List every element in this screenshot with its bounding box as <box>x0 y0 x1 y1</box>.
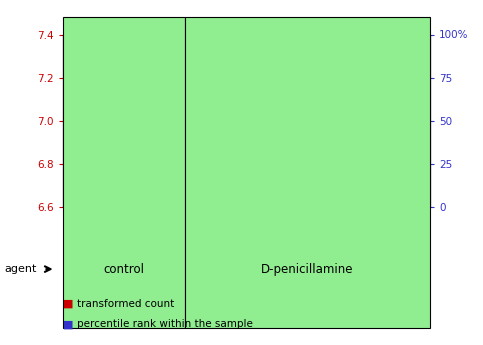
Bar <box>133 134 145 207</box>
Text: GSM61818: GSM61818 <box>410 209 419 258</box>
Bar <box>93 207 124 252</box>
Bar <box>124 207 155 252</box>
Bar <box>93 34 124 207</box>
Bar <box>399 207 430 252</box>
Bar <box>308 34 338 207</box>
Bar <box>347 119 359 207</box>
Bar <box>317 127 329 207</box>
Text: GSM61817: GSM61817 <box>380 209 388 258</box>
Bar <box>164 157 176 207</box>
Text: control: control <box>103 263 144 276</box>
Bar <box>63 207 93 252</box>
Bar <box>338 34 369 207</box>
Text: GSM61812: GSM61812 <box>227 209 236 258</box>
Bar <box>216 34 246 207</box>
Bar <box>286 97 298 207</box>
Bar <box>399 34 430 207</box>
Bar <box>277 207 308 252</box>
Text: GSM61813: GSM61813 <box>257 209 266 258</box>
Bar <box>216 207 246 252</box>
Bar <box>369 207 399 252</box>
Text: GSM61808: GSM61808 <box>104 209 113 258</box>
Bar <box>63 34 93 207</box>
Bar <box>369 34 399 207</box>
Text: GSM61816: GSM61816 <box>349 209 358 258</box>
Bar <box>155 207 185 252</box>
Text: ■: ■ <box>63 319 73 329</box>
Text: agent: agent <box>5 264 37 274</box>
Text: GSM61811: GSM61811 <box>196 209 205 258</box>
Bar <box>308 207 338 252</box>
Bar <box>246 207 277 252</box>
Bar <box>256 73 268 207</box>
Bar <box>194 121 207 207</box>
Bar <box>378 131 390 207</box>
Text: GSM61814: GSM61814 <box>288 209 297 258</box>
Bar <box>185 207 216 252</box>
Bar <box>409 80 421 207</box>
Bar <box>72 127 84 207</box>
Bar <box>338 207 369 252</box>
Text: D-penicillamine: D-penicillamine <box>261 263 354 276</box>
Text: ■: ■ <box>63 299 73 308</box>
Bar <box>246 34 277 207</box>
Bar <box>185 34 216 207</box>
Bar <box>155 34 185 207</box>
Bar <box>102 172 115 207</box>
Bar <box>225 95 237 207</box>
Text: transformed count: transformed count <box>77 299 174 308</box>
Bar <box>124 34 155 207</box>
Text: percentile rank within the sample: percentile rank within the sample <box>77 319 253 329</box>
Text: GSM61807: GSM61807 <box>73 209 83 258</box>
Title: GDS1394 / 1371987_at: GDS1394 / 1371987_at <box>169 19 324 32</box>
Bar <box>277 34 308 207</box>
Text: GSM61815: GSM61815 <box>318 209 327 258</box>
Text: GSM61809: GSM61809 <box>135 209 144 258</box>
Text: GSM61810: GSM61810 <box>165 209 174 258</box>
